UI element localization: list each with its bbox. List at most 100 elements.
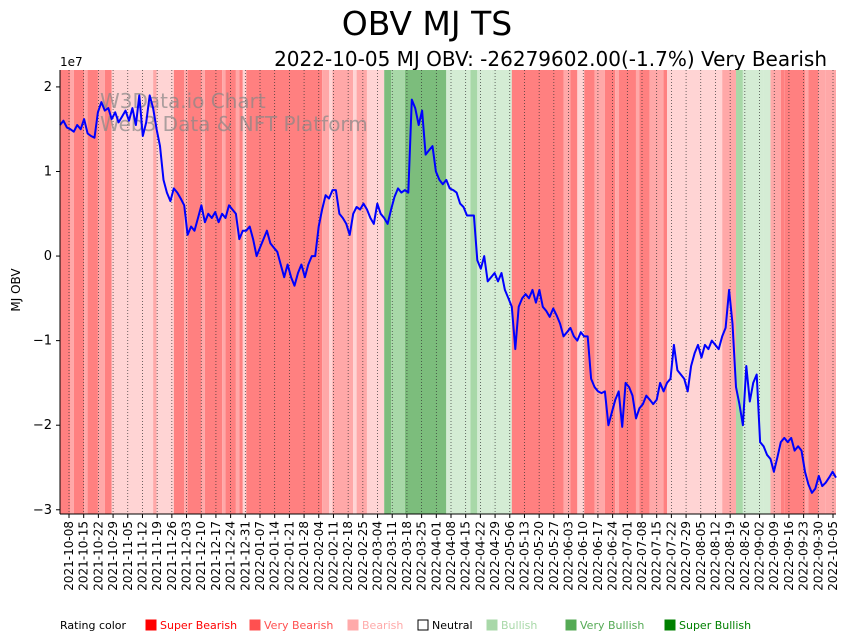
legend-item: Super Bearish <box>160 619 237 632</box>
x-tick-label: 2021-11-19 <box>150 521 164 591</box>
x-tick-label: 2022-07-01 <box>620 521 634 591</box>
rating-band-58 <box>825 70 836 514</box>
rating-band-57 <box>818 70 826 514</box>
x-tick-label: 2022-02-04 <box>312 521 326 591</box>
rating-band-28 <box>391 70 405 514</box>
x-tick-label: 2022-06-24 <box>606 521 620 591</box>
legend-swatch <box>417 619 429 631</box>
x-tick-label: 2022-05-06 <box>503 521 517 591</box>
x-tick-label: 2022-03-25 <box>415 521 429 591</box>
rating-band-24 <box>353 70 357 514</box>
x-tick-label: 2021-12-31 <box>238 521 252 591</box>
x-tick-label: 2022-05-20 <box>532 521 546 591</box>
x-tick-label: 2022-01-14 <box>268 521 282 591</box>
rating-band-27 <box>384 70 392 514</box>
rating-band-13 <box>201 70 205 514</box>
x-tick-label: 2022-02-18 <box>341 521 355 591</box>
rating-band-14 <box>204 70 223 514</box>
x-tick-label: 2021-12-03 <box>180 521 194 591</box>
y-tick-label: 2 <box>44 80 52 95</box>
x-tick-label: 2021-12-24 <box>224 521 238 591</box>
rating-band-51 <box>763 70 771 514</box>
rating-band-2 <box>73 70 85 514</box>
x-tick-label: 2021-10-15 <box>77 521 91 591</box>
rating-band-47 <box>667 70 723 514</box>
rating-band-40 <box>604 70 616 514</box>
x-tick-label: 2022-07-29 <box>679 521 693 591</box>
rating-band-38 <box>584 70 595 514</box>
rating-band-5 <box>97 70 105 514</box>
rating-band-43 <box>635 70 640 514</box>
rating-band-26 <box>366 70 385 514</box>
rating-band-31 <box>470 70 478 514</box>
x-tick-label: 2022-04-22 <box>473 521 487 591</box>
y-tick-label: −3 <box>33 503 52 518</box>
rating-band-22 <box>329 70 333 514</box>
x-tick-label: 2022-04-29 <box>488 521 502 591</box>
watermark: W3Data.io Chart Web3 Data & NFT Platform <box>100 89 368 136</box>
x-tick-label: 2022-10-05 <box>826 521 840 591</box>
x-tick-label: 2022-08-26 <box>738 521 752 591</box>
x-tick-label: 2022-01-28 <box>297 521 311 591</box>
x-tick-label: 2022-07-08 <box>635 521 649 591</box>
x-tick-label: 2022-09-02 <box>753 521 767 591</box>
legend-swatch <box>145 619 157 631</box>
rating-band-7 <box>111 70 154 514</box>
rating-band-39 <box>594 70 605 514</box>
legend-label: Rating color <box>60 619 127 632</box>
rating-band-54 <box>784 70 805 514</box>
watermark-line-1: W3Data.io Chart <box>100 89 266 113</box>
x-tick-label: 2022-03-18 <box>400 521 414 591</box>
x-tick-label: 2022-02-25 <box>356 521 370 591</box>
rating-band-15 <box>222 70 226 514</box>
rating-band-3 <box>84 70 88 514</box>
y-tick-label: 0 <box>44 249 52 264</box>
chart-subtitle: 2022-10-05 MJ OBV: -26279602.00(-1.7%) V… <box>274 47 827 71</box>
rating-band-11 <box>184 70 188 514</box>
rating-band-34 <box>511 70 564 514</box>
rating-band-1 <box>70 70 74 514</box>
legend-swatch <box>347 619 359 631</box>
rating-band-30 <box>446 70 471 514</box>
x-tick-label: 2022-09-16 <box>782 521 796 591</box>
x-tick-label: 2021-10-29 <box>106 521 120 591</box>
y-exponent-label: 1e7 <box>60 55 83 69</box>
legend-swatch <box>565 619 577 631</box>
legend-item: Bullish <box>501 619 537 632</box>
legend-item: Very Bearish <box>264 619 333 632</box>
rating-band-41 <box>615 70 619 514</box>
rating-band-18 <box>239 70 243 514</box>
x-tick-label: 2022-03-11 <box>385 521 399 591</box>
rating-band-6 <box>104 70 112 514</box>
obv-series-line <box>59 94 837 494</box>
x-tick-label: 2022-02-11 <box>326 521 340 591</box>
legend-swatch <box>664 619 676 631</box>
x-tick-label: 2022-09-09 <box>767 521 781 591</box>
x-tick-label: 2022-01-21 <box>282 521 296 591</box>
axes: 2021-10-08 2021-10-15 2021-10-22 2021-10-29… <box>33 70 840 591</box>
rating-band-55 <box>804 70 809 514</box>
x-tick-label: 2022-01-07 <box>253 521 267 591</box>
rating-band-21 <box>322 70 330 514</box>
rating-band-35 <box>563 70 571 514</box>
legend-item: Neutral <box>432 619 473 632</box>
x-tick-label: 2022-03-04 <box>371 521 385 591</box>
y-axis-label: MJ OBV <box>9 268 23 312</box>
rating-band-9 <box>156 70 174 514</box>
rating-band-19 <box>242 70 247 514</box>
x-tick-label: 2022-09-23 <box>797 521 811 591</box>
x-tick-label: 2022-08-05 <box>694 521 708 591</box>
y-tick-label: −2 <box>33 418 52 433</box>
x-tick-label: 2021-10-22 <box>91 521 105 591</box>
x-tick-label: 2022-08-19 <box>723 521 737 591</box>
x-tick-label: 2022-06-03 <box>562 521 576 591</box>
legend-item: Super Bullish <box>679 619 751 632</box>
rating-band-44 <box>639 70 650 514</box>
x-tick-label: 2022-08-12 <box>708 521 722 591</box>
x-tick-label: 2022-07-15 <box>650 521 664 591</box>
rating-band-53 <box>780 70 785 514</box>
x-tick-label: 2022-05-13 <box>517 521 531 591</box>
y-tick-label: −1 <box>33 334 52 349</box>
x-tick-label: 2021-11-26 <box>165 521 179 591</box>
x-tick-label: 2022-04-15 <box>459 521 473 591</box>
